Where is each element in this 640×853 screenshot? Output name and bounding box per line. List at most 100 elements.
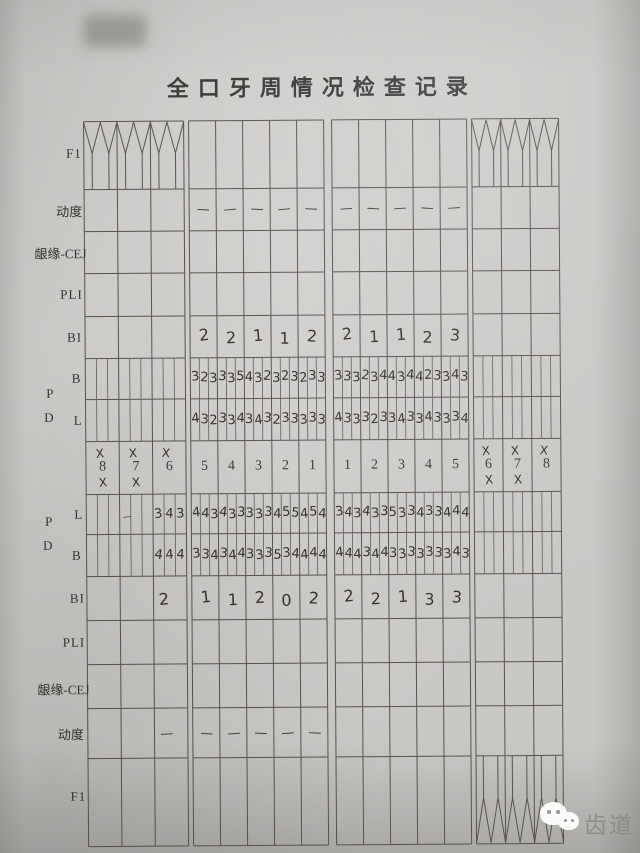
tooth-number: 8	[99, 459, 107, 475]
pd-l-lower-value: 4	[451, 503, 461, 519]
mobility-dash: —	[253, 725, 268, 742]
pd-b-lower-value: 5	[272, 547, 282, 563]
pd-b-lower-value: 4	[227, 547, 237, 564]
label-b-bottom: B	[71, 547, 82, 563]
label-cej-bottom: 龈缘-CEJ	[37, 682, 90, 698]
label-bi-bottom: BI	[69, 590, 85, 606]
pd-l-upper-value: 3	[217, 411, 228, 427]
tooth-number: 4	[424, 457, 433, 473]
label-mobility-bottom: 动度	[57, 727, 84, 743]
bi-value: 2	[342, 585, 355, 606]
pd-l-lower-value: 3	[379, 503, 389, 519]
label-p-top: P	[46, 385, 55, 401]
pd-l-upper-value: 3	[280, 410, 290, 426]
bi-value: 2	[158, 589, 170, 609]
pd-l-upper-value: 3	[199, 412, 209, 428]
pd-l-lower-value: 5	[281, 504, 291, 520]
pd-b-upper-value: 3	[216, 369, 227, 385]
bi-value: 2	[305, 326, 318, 346]
pd-b-upper-value: 3	[316, 369, 326, 386]
pd-b-upper-value: 3	[271, 370, 281, 386]
pd-b-upper-value: 4	[414, 369, 424, 385]
pd-l-lower-value: 4	[165, 506, 175, 522]
pd-l-upper-value: 4	[459, 410, 469, 427]
missing-tooth-x-mark: X	[131, 474, 141, 490]
pd-b-lower-value: 4	[299, 547, 309, 564]
pd-b-upper-value: 3	[395, 369, 406, 386]
pd-b-lower-value: 3	[433, 545, 443, 562]
pd-l-lower-value: 3	[236, 504, 246, 520]
label-b-top: B	[71, 370, 82, 386]
pd-l-lower-value: 4	[441, 505, 452, 522]
pd-b-lower-value: 4	[236, 545, 246, 561]
pd-b-lower-value: 4	[308, 545, 318, 561]
pd-l-upper-value: 4	[190, 410, 201, 427]
pd-b-lower-value: 3	[191, 545, 202, 562]
mobility-dash: —	[307, 725, 322, 741]
pd-b-upper-value: 3	[208, 371, 218, 387]
missing-tooth-x-mark: X	[509, 443, 520, 458]
bi-value: 1	[199, 586, 212, 607]
bi-value: 3	[450, 587, 463, 607]
pd-l-lower-value: 3	[227, 506, 237, 523]
pd-l-lower-value: 4	[272, 506, 282, 522]
pd-b-lower-value: 4	[379, 544, 389, 560]
pd-l-lower-value: 3	[406, 503, 416, 520]
pd-l-upper-value: 3	[307, 410, 317, 426]
pd-b-upper-value: 3	[332, 367, 343, 384]
tooth-number: 6	[165, 459, 173, 475]
pd-l-upper-value: 3	[316, 411, 326, 428]
pd-l-lower-value: 3	[209, 507, 219, 523]
pd-l-upper-value: 3	[289, 411, 299, 428]
pd-l-upper-value: 3	[414, 411, 424, 427]
pd-l-lower-value: 4	[298, 506, 309, 523]
mobility-dash: —	[338, 200, 353, 217]
pd-l-lower-value: 5	[308, 504, 318, 520]
pd-b-lower-value: 4	[370, 546, 380, 563]
pd-b-upper-value: 3	[369, 369, 379, 386]
tooth-number: 2	[281, 458, 290, 474]
pd-b-lower-value: 3	[388, 545, 398, 562]
pd-b-lower-value: 4	[451, 544, 461, 560]
label-mobility-top: 动度	[56, 204, 83, 220]
pd-l-lower-value: 3	[333, 503, 344, 520]
pd-b-lower-value: 3	[361, 545, 372, 561]
pd-l-upper-value: 3	[405, 409, 415, 426]
pd-l-lower-value: 3	[263, 504, 273, 521]
tooth-number: 5	[451, 457, 460, 473]
pd-b-lower-value: 4	[290, 546, 300, 563]
pd-l-lower-value: 3	[424, 503, 434, 519]
mobility-dash: —	[303, 201, 318, 217]
watermark-brand: 齿道	[584, 813, 634, 839]
tooth-number: 7	[513, 456, 522, 472]
pd-b-upper-value: 3	[459, 368, 469, 385]
pd-b-lower-value: 3	[397, 546, 408, 563]
bi-value: 2	[340, 323, 353, 344]
stray-mark: —	[122, 511, 133, 523]
pd-b-upper-value: 3	[441, 369, 451, 386]
pd-b-upper-value: 2	[298, 370, 308, 387]
label-d-top: D	[44, 409, 55, 425]
pd-b-lower-value: 4	[209, 548, 219, 564]
label-d-bottom: D	[43, 537, 54, 553]
pd-l-lower-value: 4	[360, 504, 371, 520]
pd-l-upper-value: 3	[298, 412, 308, 429]
pd-l-upper-value: 3	[441, 411, 451, 428]
tooth-number: 7	[132, 459, 140, 475]
pd-b-upper-value: 4	[378, 367, 388, 383]
pd-b-upper-value: 3	[431, 368, 442, 385]
missing-tooth-x-mark: X	[94, 446, 105, 461]
pd-l-upper-value: 4	[333, 409, 344, 426]
pd-l-upper-value: 4	[253, 412, 264, 429]
pd-l-lower-value: 4	[317, 505, 327, 522]
pd-l-lower-value: 4	[415, 505, 425, 521]
pd-l-lower-value: 4	[460, 504, 470, 521]
pd-b-lower-value: 4	[317, 546, 327, 563]
missing-tooth-x-mark: X	[512, 472, 523, 487]
pd-l-upper-value: 4	[423, 409, 433, 425]
pd-l-upper-value: 3	[360, 410, 371, 426]
missing-tooth-x-mark: X	[480, 443, 491, 459]
